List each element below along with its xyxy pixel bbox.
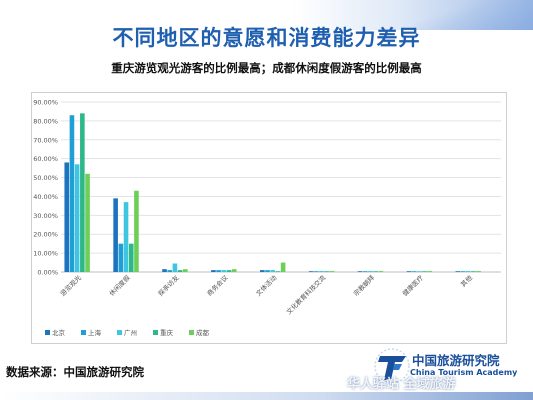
bar — [118, 243, 124, 272]
bar — [422, 271, 427, 272]
legend-swatch — [45, 330, 50, 335]
bar — [211, 270, 216, 272]
bar — [270, 270, 275, 272]
page-subtitle: 重庆游览观光游客的比例最高；成都休闲度假游客的比例最高 — [111, 61, 422, 75]
legend-label: 重庆 — [160, 328, 174, 337]
bar — [172, 263, 178, 272]
bar — [362, 271, 368, 272]
bar — [476, 271, 481, 272]
bar — [128, 243, 134, 272]
legend-swatch — [117, 330, 122, 335]
legend-swatch — [81, 330, 86, 335]
bar — [417, 271, 422, 272]
bar — [265, 270, 270, 272]
x-tick-label: 游览观光 — [58, 273, 83, 298]
y-tick-label: 30.00% — [33, 212, 58, 220]
x-tick-label: 休闲度假 — [107, 273, 132, 298]
bar — [368, 271, 373, 272]
bar — [314, 271, 319, 272]
bar — [231, 269, 237, 272]
y-tick-label: 70.00% — [33, 136, 58, 144]
bar — [167, 270, 173, 272]
y-tick-label: 90.00% — [33, 99, 58, 107]
bar — [216, 270, 221, 272]
bar — [471, 271, 476, 272]
bar — [329, 271, 335, 272]
bar — [183, 269, 188, 272]
y-tick-label: 50.00% — [33, 174, 58, 182]
bar — [378, 271, 384, 272]
x-tick-label: 探亲访友 — [156, 273, 181, 298]
bar — [275, 271, 281, 272]
bar — [260, 270, 265, 272]
academy-logo: 中国旅游研究院 China Tourism Academy — [372, 346, 532, 386]
bar-chart: 0.00% 10.00% 20.00% 30.00% 40.00% 50.00% 60.00… — [33, 99, 501, 337]
bar — [427, 271, 433, 272]
x-tick-label: 宗教朝拜 — [351, 273, 376, 298]
bar — [411, 271, 417, 272]
bar — [80, 113, 85, 272]
academy-name-cn: 中国旅游研究院 — [412, 353, 500, 368]
legend-swatch — [189, 330, 194, 335]
bar — [221, 270, 227, 272]
bar — [177, 270, 183, 272]
bar — [455, 271, 461, 272]
x-tick-label: 文化教育科技交流 — [284, 273, 327, 316]
bar — [319, 271, 324, 272]
x-tick-label: 健康医疗 — [400, 273, 425, 298]
watermark-text: 华人驿站 全域旅游 — [347, 377, 456, 392]
page-title: 不同地区的意愿和消费能力差异 — [112, 25, 421, 50]
x-tick-label: 文体活动 — [254, 273, 279, 298]
header-band — [0, 0, 533, 30]
bar — [226, 270, 232, 272]
bar — [357, 271, 363, 272]
y-tick-label: 40.00% — [33, 193, 58, 201]
chart-frame — [31, 92, 507, 344]
bar — [123, 202, 129, 272]
bar — [134, 190, 139, 272]
bar — [465, 271, 471, 272]
bar — [406, 271, 412, 272]
bar — [85, 173, 90, 272]
bar — [280, 262, 286, 272]
bar — [69, 115, 75, 272]
legend-label: 北京 — [52, 328, 66, 337]
y-tick-label: 80.00% — [33, 117, 58, 125]
y-tick-label: 60.00% — [33, 155, 58, 163]
y-tick-label: 20.00% — [33, 231, 58, 239]
y-tick-label: 0.00% — [37, 269, 58, 277]
bar — [162, 269, 167, 272]
x-tick-label: 其他 — [458, 273, 474, 289]
data-source: 数据来源：中国旅游研究院 — [6, 365, 144, 379]
bar — [373, 271, 378, 272]
bar — [460, 271, 466, 272]
legend-label: 成都 — [196, 328, 210, 337]
footer-strip — [0, 392, 533, 400]
x-tick-label: 商务会议 — [205, 273, 230, 298]
bar — [74, 164, 80, 272]
bar — [64, 162, 70, 272]
legend-swatch — [153, 330, 158, 335]
bar — [308, 271, 314, 272]
bar — [324, 271, 330, 272]
bar — [113, 198, 118, 272]
y-tick-label: 10.00% — [33, 250, 58, 258]
legend-label: 上海 — [88, 328, 102, 337]
academy-emblem-icon — [374, 348, 410, 384]
legend-label: 广州 — [124, 328, 137, 337]
academy-name-en: China Tourism Academy — [410, 368, 518, 377]
